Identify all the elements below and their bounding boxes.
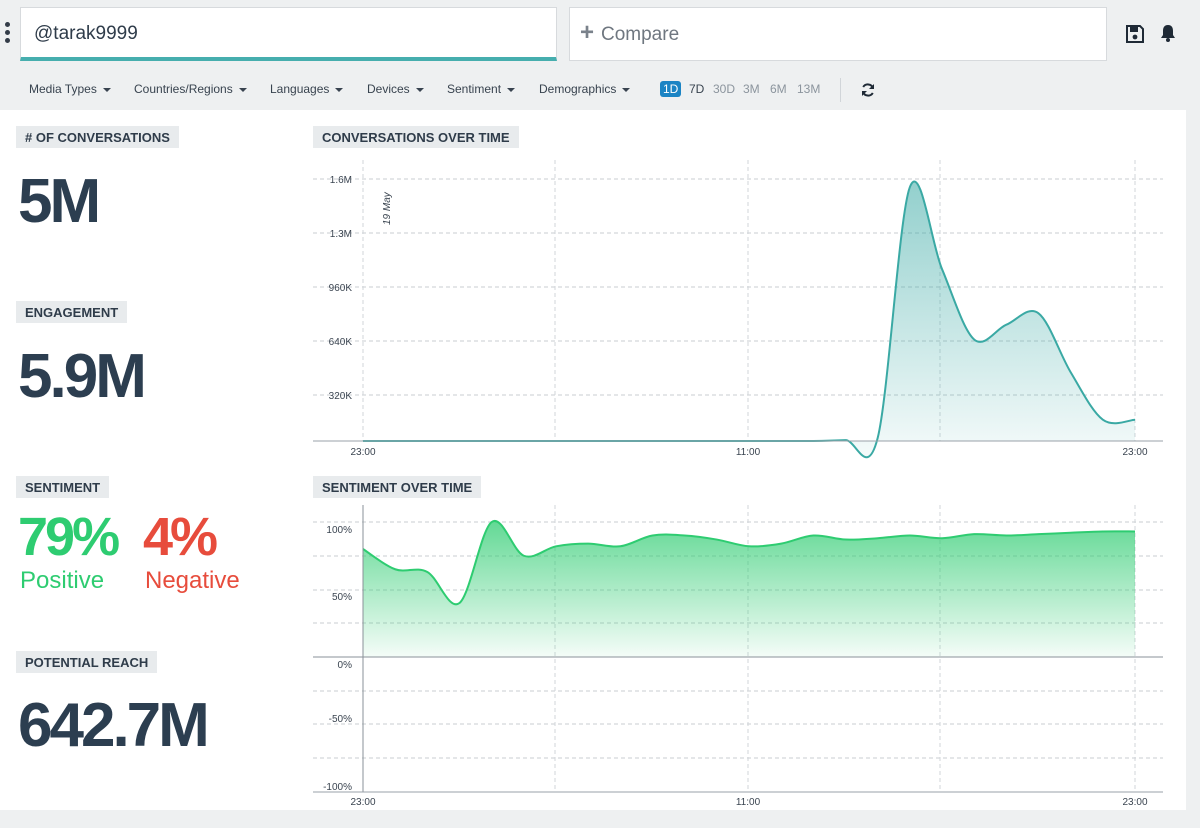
x-tick-label: 23:00 [1122, 447, 1147, 458]
filter-demographics[interactable]: Demographics [539, 82, 631, 96]
compare-input[interactable]: + Compare [569, 7, 1107, 61]
filter-label: Languages [270, 82, 330, 96]
caret-down-icon [415, 87, 424, 92]
range-1d[interactable]: 1D [660, 81, 682, 97]
top-bar: @tarak9999 + Compare [0, 0, 1200, 68]
compare-placeholder: Compare [601, 24, 680, 45]
filter-label: Devices [367, 82, 410, 96]
sentiment-area [363, 520, 1135, 657]
sentiment-line [362, 520, 1136, 606]
conversations-label: # OF CONVERSATIONS [16, 126, 179, 148]
date-annotation: 19 May [382, 191, 393, 225]
conversations-chart-title: CONVERSATIONS OVER TIME [313, 126, 519, 148]
plus-icon: + [580, 19, 595, 46]
filter-languages[interactable]: Languages [270, 82, 344, 96]
positive-value: 79% [18, 507, 120, 567]
range-13m[interactable]: 13M [797, 82, 821, 96]
y-tick-label: 1.6M [330, 175, 352, 186]
positive-label: Positive [20, 567, 105, 594]
conversations-value: 5M [18, 167, 101, 236]
filter-sentiment[interactable]: Sentiment [447, 82, 516, 96]
range-30d[interactable]: 30D [713, 82, 736, 96]
filter-countries-regions[interactable]: Countries/Regions [134, 82, 247, 96]
y-tick-label: 640K [329, 337, 353, 348]
caret-down-icon [507, 87, 516, 92]
search-query[interactable]: @tarak9999 [34, 23, 138, 44]
bell-icon[interactable] [1158, 23, 1178, 43]
sentiment-label: SENTIMENT [16, 476, 110, 498]
engagement-value: 5.9M [18, 342, 147, 411]
dashboard-panel [0, 110, 1186, 810]
filter-label: Countries/Regions [134, 82, 233, 96]
filter-label: Demographics [539, 82, 617, 96]
conversations-area [363, 181, 1135, 458]
y-tick-label: 960K [329, 283, 353, 294]
range-7d[interactable]: 7D [689, 82, 705, 96]
reach-value: 642.7M [18, 691, 210, 760]
negative-label: Negative [145, 567, 240, 594]
filter-label: Media Types [29, 82, 97, 96]
filter-bar: Media Types Countries/Regions Languages … [0, 70, 1200, 108]
save-icon[interactable] [1125, 24, 1145, 44]
sentiment-chart: 100% 50% 0% -50% -100% 23:00 11:00 23:00 [313, 505, 1163, 808]
conversations-chart: 320K 640K 960K 1.3M 1.6M 19 May 23:00 11:00 23:0… [313, 160, 1163, 459]
kebab-menu-icon[interactable] [4, 22, 12, 46]
y-tick-label: 100% [326, 525, 352, 536]
refresh-icon[interactable] [860, 82, 876, 98]
y-tick-label: -50% [329, 714, 352, 725]
x-tick-label: 11:00 [736, 447, 761, 458]
caret-down-icon [102, 87, 111, 92]
engagement-label: ENGAGEMENT [16, 301, 128, 323]
x-tick-label: 23:00 [1122, 797, 1147, 808]
toolbar-divider [840, 78, 841, 102]
range-6m[interactable]: 6M [770, 82, 787, 96]
y-tick-label: 50% [332, 592, 352, 603]
caret-down-icon [335, 87, 344, 92]
y-tick-label: 320K [329, 391, 353, 402]
caret-down-icon [238, 87, 247, 92]
sentiment-chart-title: SENTIMENT OVER TIME [313, 476, 482, 498]
search-input[interactable]: @tarak9999 [20, 7, 557, 61]
caret-down-icon [622, 87, 631, 92]
y-tick-label: 1.3M [330, 229, 352, 240]
negative-value: 4% [143, 507, 218, 567]
filter-media-types[interactable]: Media Types [29, 82, 111, 96]
x-tick-label: 11:00 [736, 797, 761, 808]
reach-label: POTENTIAL REACH [16, 651, 158, 673]
y-tick-label: -100% [323, 782, 352, 793]
filter-label: Sentiment [447, 82, 502, 96]
x-tick-label: 23:00 [350, 797, 375, 808]
range-3m[interactable]: 3M [743, 82, 760, 96]
y-tick-label: 0% [338, 660, 353, 671]
x-tick-label: 23:00 [350, 447, 375, 458]
filter-devices[interactable]: Devices [367, 82, 424, 96]
